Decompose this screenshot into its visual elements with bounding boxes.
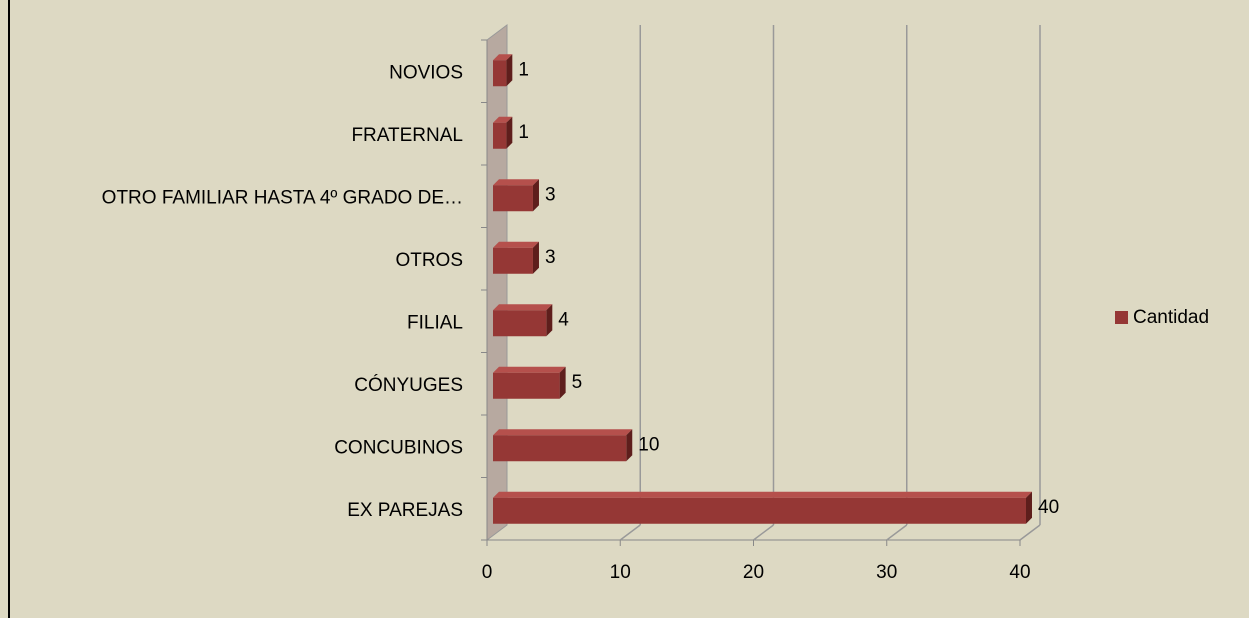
bar-side (1026, 491, 1032, 524)
x-tick-label: 10 (610, 562, 631, 583)
bar-side (506, 54, 513, 87)
bar-side (626, 429, 633, 462)
bar-side (546, 304, 553, 337)
y-tick-label: OTRO FAMILIAR HASTA 4º GRADO DE… (102, 187, 463, 208)
grid-floor (753, 524, 774, 541)
bar-top (493, 304, 553, 311)
bar (493, 304, 553, 337)
bar-front (493, 497, 1026, 524)
x-tick-label: 40 (1009, 562, 1030, 583)
bar (493, 491, 1032, 524)
y-tick-label: OTROS (395, 250, 463, 271)
bar-top (493, 366, 566, 373)
bar-top (493, 241, 539, 248)
bar (493, 366, 566, 399)
y-tick-label: CÓNYUGES (354, 374, 463, 396)
x-tick-label: 0 (482, 562, 493, 583)
bar-top (493, 491, 1032, 498)
x-tick-label: 30 (876, 562, 897, 583)
y-tick-label: FILIAL (407, 312, 463, 333)
bar-front (493, 122, 507, 149)
value-label: 40 (1038, 497, 1059, 518)
value-label: 4 (558, 309, 569, 330)
bar-front (493, 60, 507, 87)
bar-top (493, 179, 539, 186)
bar-side (532, 179, 539, 212)
value-label: 1 (518, 122, 529, 143)
bar (493, 179, 539, 212)
bar (493, 241, 539, 274)
side-wall (486, 24, 508, 541)
x-tick-label: 20 (743, 562, 764, 583)
bar (493, 429, 633, 462)
bar (493, 54, 513, 87)
grid-floor (886, 524, 908, 541)
grid-floor (619, 524, 641, 541)
bar-top (493, 54, 513, 61)
bar-front (493, 435, 627, 462)
value-label: 10 (638, 434, 659, 455)
bar-front (493, 372, 560, 399)
bar-front (493, 185, 533, 212)
bar-side (532, 241, 539, 274)
value-label: 1 (518, 59, 529, 80)
value-label: 5 (572, 372, 583, 393)
bar (493, 116, 513, 149)
legend-swatch (1115, 311, 1128, 324)
bar-top (493, 116, 513, 123)
y-tick-label: FRATERNAL (351, 125, 463, 146)
bar-front (493, 310, 547, 337)
bar-side (506, 116, 513, 149)
y-tick-label: CONCUBINOS (334, 437, 463, 458)
y-tick-label: EX PAREJAS (347, 500, 463, 521)
bar-top (493, 429, 633, 436)
y-tick-label: NOVIOS (389, 62, 463, 83)
grid-floor (1019, 524, 1041, 541)
bar-front (493, 247, 533, 274)
bar-side (559, 366, 566, 399)
legend-label: Cantidad (1133, 307, 1209, 328)
value-label: 3 (545, 247, 556, 268)
value-label: 3 (545, 184, 556, 205)
